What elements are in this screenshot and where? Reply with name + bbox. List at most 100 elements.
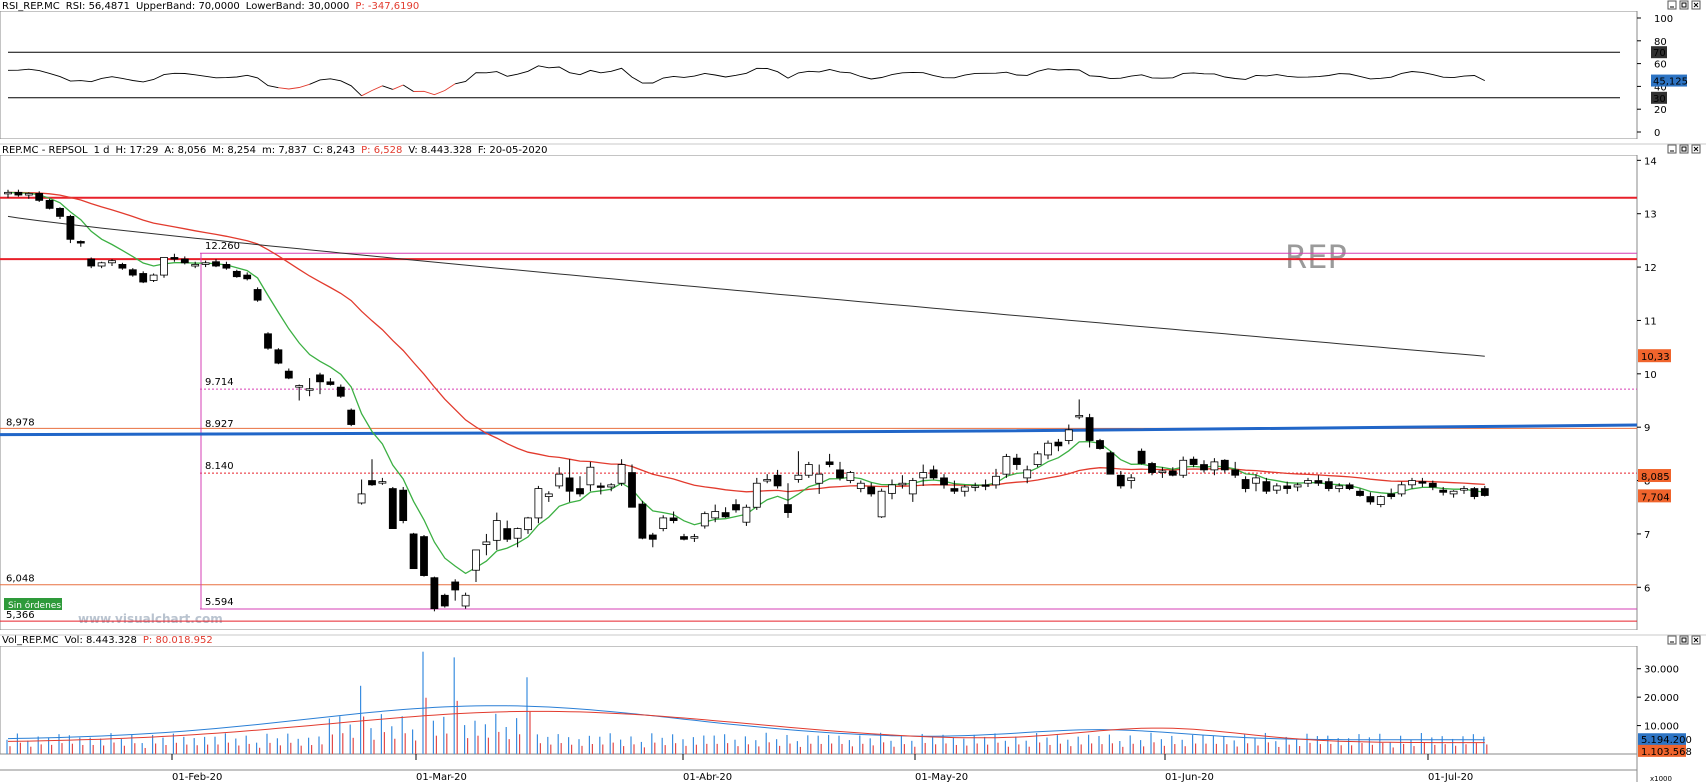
price-tag-label-last: 7,704 <box>1641 492 1670 503</box>
candle-body <box>596 485 605 488</box>
watermark-symbol: REP <box>1285 238 1347 276</box>
candle-body <box>513 528 522 539</box>
candle-body <box>981 484 990 487</box>
rsi-line-segment <box>382 85 393 90</box>
price-tick-label: 12 <box>1644 263 1657 274</box>
candle-body <box>908 480 917 495</box>
rsi-line-segment <box>309 78 362 97</box>
price-period: 1 d <box>94 145 110 156</box>
candle-body <box>451 581 460 591</box>
candle-body <box>534 488 543 519</box>
rsi-window-buttons[interactable] <box>1667 0 1701 10</box>
candle-body <box>4 191 12 195</box>
rsi-plot-frame <box>0 10 1638 140</box>
volume-tag-blue-label: 5.194.200 <box>1641 735 1692 746</box>
candle-body <box>108 260 116 264</box>
candle-body <box>1210 461 1219 471</box>
price-tick-label: 13 <box>1644 210 1657 221</box>
candle-body <box>1480 488 1489 496</box>
candle-body <box>1106 452 1115 475</box>
rsi-tag-band_lower <box>1651 91 1667 104</box>
candle-body <box>950 488 959 492</box>
candle-body <box>222 264 231 269</box>
axes: 14 13 12 11 10 9 8 7 6 10,33 8,085 7,704 100 80 60 40 20… <box>0 14 1692 782</box>
candle-body <box>66 215 75 240</box>
candle-body <box>711 511 720 519</box>
price-open: A: 8,056 <box>164 145 206 156</box>
rsi-tag-band_upper <box>1651 46 1667 59</box>
price-tick-label: 7 <box>1644 530 1650 541</box>
candle-body <box>1012 457 1021 465</box>
candle-body <box>1345 484 1354 489</box>
candle-body <box>399 489 408 521</box>
volume-window-buttons[interactable] <box>1667 635 1701 645</box>
candle-body <box>940 477 948 486</box>
candle-body <box>648 534 657 540</box>
candle-body <box>815 473 824 484</box>
price-tick-label: 6 <box>1644 583 1650 594</box>
site-watermark: www.visualchart.com <box>78 612 223 626</box>
candle-body <box>1148 463 1156 473</box>
vol-p: P: 80.018.952 <box>143 635 213 646</box>
vol-value: Vol: 8.443.328 <box>65 635 137 646</box>
price-panel <box>0 154 1638 631</box>
candle-body <box>97 262 106 267</box>
rsi-current-label: 45,125 <box>1653 77 1688 88</box>
candle-body <box>1127 477 1136 481</box>
candle-body <box>1408 480 1416 486</box>
price-window-buttons[interactable] <box>1667 144 1701 154</box>
candle-body <box>1428 482 1437 488</box>
candle-body <box>1272 485 1281 491</box>
candle-body <box>721 512 730 518</box>
ma-red-line <box>7 191 1485 493</box>
price-low: m: 7,837 <box>262 145 307 156</box>
candle-body <box>87 258 96 267</box>
ma-black-line <box>7 215 1485 357</box>
rsi-tick-label: 20 <box>1654 105 1667 116</box>
candle-body <box>638 503 647 539</box>
orders-badge: Sin órdenes <box>4 598 62 611</box>
rsi-line-segment <box>278 83 310 90</box>
price-plot-frame <box>0 154 1638 631</box>
price-tag-ma200 <box>1638 349 1671 363</box>
candle-body <box>357 493 366 504</box>
candle-body <box>180 258 189 264</box>
candle-body <box>752 482 761 508</box>
candle-body <box>1200 464 1208 471</box>
candle-body <box>919 472 928 479</box>
volume-tag-red-label: 1.103.568 <box>1641 747 1692 758</box>
candle-body <box>378 481 387 484</box>
candle-body <box>960 486 969 492</box>
candle-body <box>1366 496 1375 503</box>
price-tag-ma50 <box>1638 469 1671 483</box>
price-tick-label: 14 <box>1644 156 1657 167</box>
rsi-name: RSI_REP.MC <box>2 1 60 12</box>
candle-body <box>1304 480 1312 484</box>
candle-body <box>243 274 252 280</box>
candle-body <box>856 482 865 489</box>
price-high: M: 8,254 <box>212 145 256 156</box>
candle-body <box>576 488 584 495</box>
candle-body <box>472 549 480 571</box>
candle-body <box>1023 469 1032 479</box>
candle-body <box>1231 469 1240 476</box>
candle-body <box>659 517 668 529</box>
vol-name: Vol_REP.MC <box>2 635 59 646</box>
candle-body <box>1397 484 1406 495</box>
candle-body <box>1189 458 1198 465</box>
candle-body <box>669 517 678 521</box>
candle-body <box>128 269 137 276</box>
volume-tick-label: 20.000 <box>1644 693 1679 704</box>
candle-body <box>992 475 1000 486</box>
candle-body <box>56 207 64 217</box>
level-label-l8978: 8,978 <box>6 417 35 428</box>
rsi-p-label: P: -347,6190 <box>355 1 419 12</box>
candle-body <box>1293 484 1302 488</box>
candle-body <box>794 474 803 480</box>
candle-body <box>700 513 709 527</box>
rsi-lower-label: LowerBand: 30,0000 <box>246 1 350 12</box>
candle-body <box>1168 470 1177 476</box>
candle-body <box>544 493 553 497</box>
